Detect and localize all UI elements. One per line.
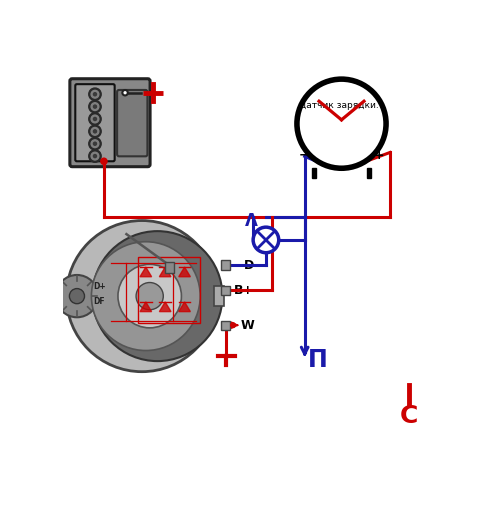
Circle shape bbox=[91, 90, 99, 98]
Bar bbox=[165, 262, 173, 273]
Polygon shape bbox=[140, 267, 151, 277]
Text: датчик зарядки.: датчик зарядки. bbox=[300, 101, 379, 110]
Text: D+: D+ bbox=[93, 282, 106, 291]
FancyBboxPatch shape bbox=[70, 79, 150, 167]
Bar bbox=[138, 257, 200, 323]
Circle shape bbox=[91, 115, 99, 123]
Circle shape bbox=[89, 100, 101, 113]
Polygon shape bbox=[179, 302, 190, 312]
Circle shape bbox=[91, 140, 99, 148]
Circle shape bbox=[89, 125, 101, 138]
Circle shape bbox=[136, 282, 164, 310]
Circle shape bbox=[89, 88, 101, 100]
Circle shape bbox=[89, 138, 101, 150]
Circle shape bbox=[101, 158, 107, 164]
Circle shape bbox=[92, 242, 200, 351]
Bar bbox=[367, 168, 372, 178]
Text: Λ: Λ bbox=[245, 212, 258, 229]
Text: B+: B+ bbox=[234, 284, 254, 297]
Polygon shape bbox=[140, 302, 151, 312]
Circle shape bbox=[230, 323, 235, 328]
Circle shape bbox=[94, 93, 96, 96]
Circle shape bbox=[56, 275, 98, 317]
Circle shape bbox=[94, 154, 96, 158]
Polygon shape bbox=[179, 267, 190, 277]
Text: +: + bbox=[374, 149, 384, 162]
Circle shape bbox=[94, 142, 96, 145]
Circle shape bbox=[91, 103, 99, 110]
Circle shape bbox=[91, 128, 99, 135]
Circle shape bbox=[118, 265, 182, 328]
Circle shape bbox=[122, 90, 128, 96]
Bar bbox=[222, 260, 230, 270]
FancyBboxPatch shape bbox=[117, 90, 148, 156]
Polygon shape bbox=[160, 302, 171, 312]
Circle shape bbox=[89, 113, 101, 125]
Circle shape bbox=[297, 79, 386, 168]
Bar bbox=[222, 286, 230, 295]
Text: W: W bbox=[240, 319, 254, 332]
Text: П: П bbox=[308, 348, 328, 372]
Circle shape bbox=[94, 105, 96, 108]
FancyBboxPatch shape bbox=[76, 84, 114, 161]
Circle shape bbox=[91, 152, 99, 160]
Circle shape bbox=[70, 289, 84, 303]
Circle shape bbox=[253, 227, 278, 253]
Text: D: D bbox=[244, 259, 254, 271]
Circle shape bbox=[66, 220, 218, 372]
Text: DF: DF bbox=[94, 298, 105, 307]
Circle shape bbox=[94, 130, 96, 133]
Bar bbox=[214, 287, 224, 306]
Circle shape bbox=[92, 231, 222, 361]
Polygon shape bbox=[160, 267, 171, 277]
Text: С: С bbox=[400, 404, 418, 428]
Text: −: − bbox=[298, 149, 309, 162]
Bar bbox=[222, 321, 230, 330]
Bar bbox=[312, 168, 316, 178]
Circle shape bbox=[89, 150, 101, 162]
Circle shape bbox=[94, 118, 96, 121]
